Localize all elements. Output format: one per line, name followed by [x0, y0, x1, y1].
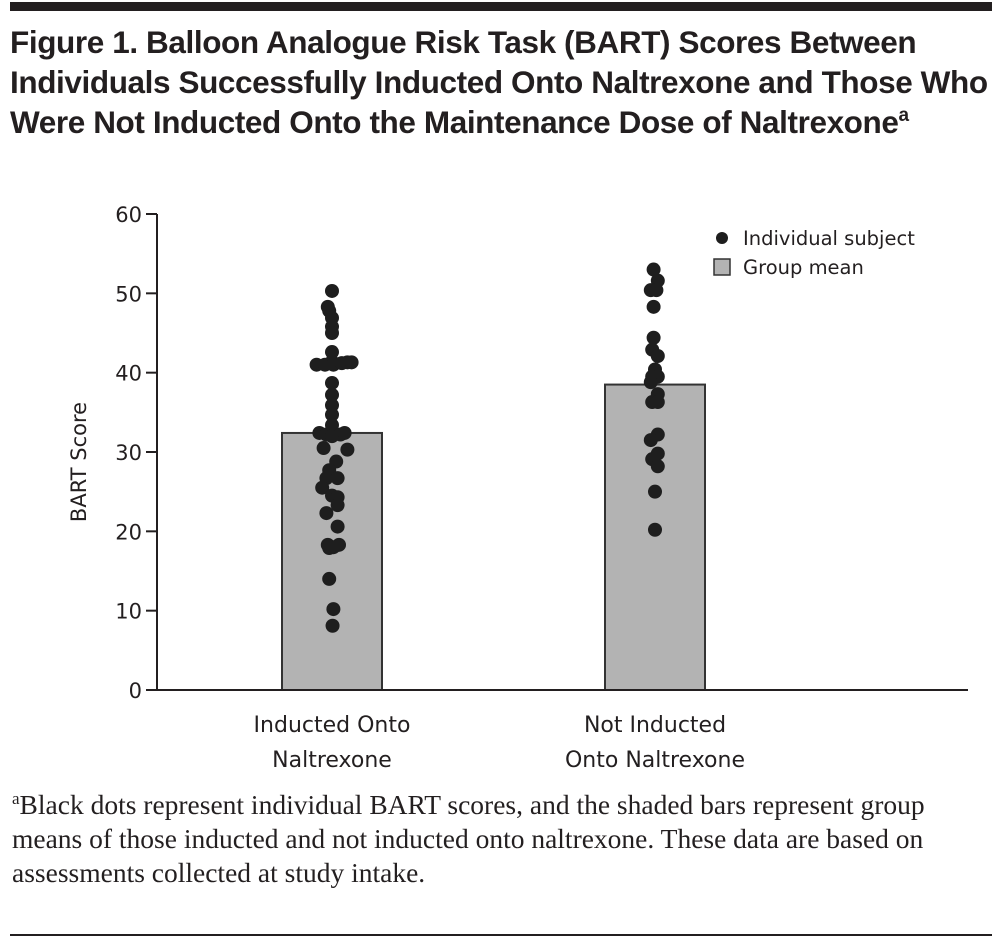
- category-labels: Inducted Onto Naltrexone Not Inducted Onto …: [254, 713, 745, 773]
- category-label: Onto Naltrexone: [565, 748, 745, 773]
- footnote-text-wrap: aBlack dots represent individual BART sc…: [12, 788, 972, 890]
- top-rule: [10, 2, 992, 11]
- individual-point: [643, 433, 658, 448]
- footnote: aBlack dots represent individual BART sc…: [12, 788, 972, 890]
- y-tick-label: 20: [115, 520, 142, 544]
- individual-point: [325, 618, 340, 633]
- individual-point: [325, 283, 339, 298]
- individual-point: [322, 571, 337, 586]
- legend-square-icon: [713, 258, 731, 276]
- individual-point: [316, 441, 331, 456]
- footnote-marker: a: [12, 789, 20, 808]
- individual-point: [325, 387, 339, 402]
- individual-point: [643, 375, 658, 390]
- individual-point: [326, 602, 341, 617]
- legend: Individual subject Group mean: [713, 227, 915, 279]
- individual-point: [649, 283, 664, 298]
- individual-point: [340, 442, 355, 457]
- individual-point: [650, 395, 665, 410]
- category-label: Not Inducted: [584, 713, 726, 738]
- individual-point: [344, 355, 359, 370]
- chart: 0 10 20 30 40 50 60 BART Score Inducted Onto Na…: [67, 203, 968, 773]
- y-tick-label: 0: [129, 679, 142, 703]
- individual-point: [330, 519, 345, 534]
- individual-point: [322, 540, 337, 555]
- individual-point: [646, 330, 661, 345]
- footnote-text: Black dots represent individual BART sco…: [12, 789, 925, 888]
- y-axis-label: BART Score: [67, 402, 91, 522]
- individual-point: [330, 498, 345, 513]
- y-tick-label: 60: [115, 203, 142, 227]
- individual-point: [648, 484, 662, 499]
- legend-dot-icon: [716, 232, 728, 244]
- individual-point: [646, 299, 661, 314]
- legend-label-group-mean: Group mean: [743, 256, 864, 279]
- y-axis: 0 10 20 30 40 50 60: [115, 203, 158, 703]
- individual-point: [650, 459, 665, 474]
- individual-point: [337, 425, 352, 440]
- individual-point: [325, 375, 339, 390]
- y-tick-label: 50: [115, 282, 142, 306]
- category-label: Inducted Onto: [254, 713, 411, 738]
- individual-point: [325, 326, 339, 340]
- y-tick-label: 10: [115, 600, 142, 624]
- individual-point: [648, 522, 662, 537]
- individual-point: [646, 262, 661, 277]
- individual-points: [309, 262, 665, 633]
- legend-label-individual: Individual subject: [743, 227, 915, 250]
- figure-title: Figure 1. Balloon Analogue Risk Task (BA…: [10, 22, 990, 142]
- figure-title-text: Figure 1. Balloon Analogue Risk Task (BA…: [10, 24, 988, 140]
- individual-point: [319, 506, 334, 521]
- individual-point: [325, 407, 339, 422]
- title-footnote-marker: a: [898, 105, 910, 126]
- individual-point: [650, 349, 665, 364]
- category-label: Naltrexone: [272, 748, 392, 773]
- y-tick-label: 30: [115, 441, 142, 465]
- bottom-rule: [10, 934, 992, 936]
- y-tick-label: 40: [115, 362, 142, 386]
- individual-point: [330, 471, 345, 486]
- individual-point: [315, 480, 330, 495]
